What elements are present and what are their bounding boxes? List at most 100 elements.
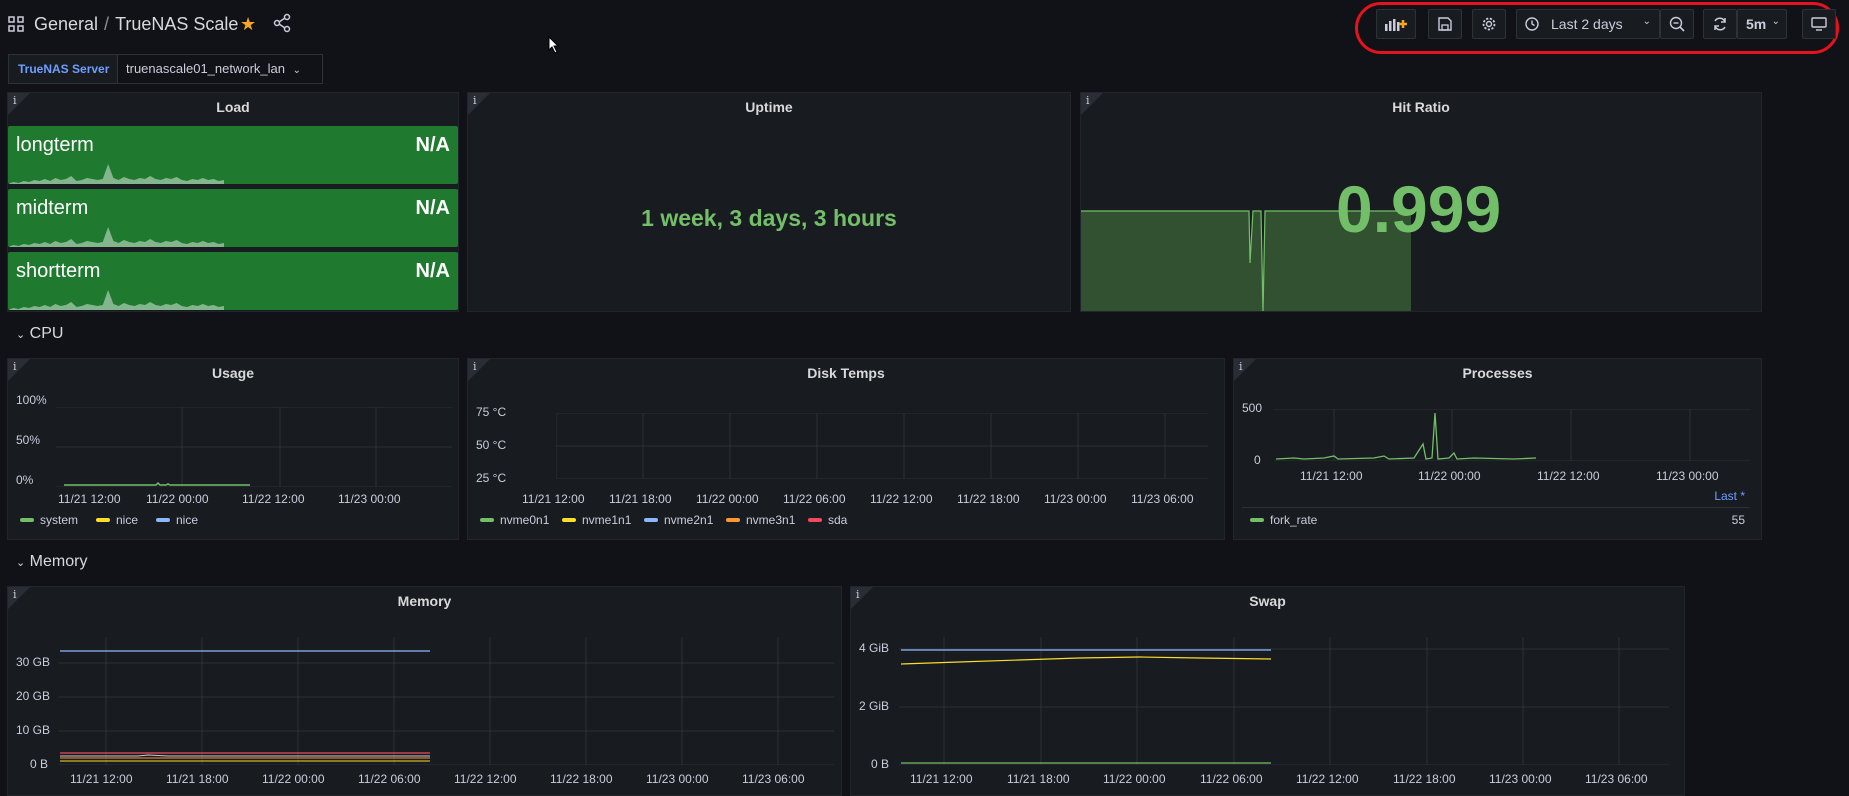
panel-title: Swap	[1249, 593, 1286, 609]
x-tick-label: 11/23 00:00	[338, 492, 401, 506]
legend-label: sda	[828, 513, 848, 527]
legend-swatch	[156, 518, 170, 522]
variable-label: TrueNAS Server	[8, 54, 120, 84]
chevron-down-icon: ⌄	[16, 557, 26, 569]
stat-midterm: midterm N/A	[8, 189, 458, 247]
panel-info-icon[interactable]: i	[8, 587, 30, 609]
y-tick-label: 25 °C	[476, 471, 507, 485]
x-tick-label: 11/22 12:00	[1296, 772, 1359, 786]
panel-info-icon[interactable]: i	[1234, 359, 1256, 381]
share-icon[interactable]	[273, 13, 291, 33]
memory-panel: i Memory 30 GB 20 GB 10 GB 0 B 11/21 12:00 11…	[7, 586, 842, 796]
star-icon[interactable]: ★	[240, 14, 257, 34]
apps-grid-icon[interactable]	[8, 16, 24, 32]
legend-item[interactable]: fork_rate	[1250, 513, 1317, 527]
section-cpu-row[interactable]: ⌄ CPU	[16, 325, 63, 343]
kiosk-mode-button[interactable]	[1802, 9, 1836, 39]
stat-name: shortterm	[16, 260, 101, 282]
sparkline-area	[8, 227, 224, 247]
swap-plot	[899, 637, 1669, 765]
panel-info-icon[interactable]: i	[468, 93, 490, 115]
y-tick-label: 0%	[16, 473, 34, 487]
legend-label: nvme2n1	[664, 513, 714, 527]
time-range-picker[interactable]: Last 2 days ⌄	[1516, 9, 1660, 39]
y-tick-label: 0 B	[30, 757, 49, 771]
panel-info-icon[interactable]: i	[851, 587, 873, 609]
legend-item[interactable]: nvme1n1	[562, 513, 631, 527]
usage-panel: i Usage 100% 50% 0% 11/21 12:00 11/22 00:00 1…	[7, 358, 459, 540]
x-tick-label: 11/21 12:00	[1300, 469, 1363, 483]
dashboard-title[interactable]: TrueNAS Scale	[115, 14, 239, 34]
x-tick-label: 11/23 06:00	[742, 772, 805, 786]
panel-info-icon[interactable]: i	[468, 359, 490, 381]
stat-name: longterm	[16, 134, 94, 156]
y-tick-label: 4 GiB	[859, 641, 890, 655]
refresh-button[interactable]	[1703, 9, 1737, 39]
legend-item[interactable]: nice	[156, 513, 198, 527]
breadcrumb-folder[interactable]: General	[34, 14, 99, 34]
panel-info-icon[interactable]: i	[1081, 93, 1103, 115]
save-dashboard-button[interactable]	[1428, 9, 1462, 39]
stat-shortterm: shortterm N/A	[8, 252, 458, 310]
x-tick-label: 11/21 12:00	[910, 772, 973, 786]
save-icon	[1438, 17, 1452, 31]
x-tick-label: 11/21 12:00	[58, 492, 121, 506]
y-tick-label: 500	[1242, 401, 1263, 415]
top-bar: General / TrueNAS Scale ★	[0, 0, 1849, 54]
legend-swatch	[96, 518, 110, 522]
legend-item[interactable]: nvme0n1	[480, 513, 549, 527]
add-panel-button[interactable]	[1376, 9, 1416, 39]
stat-value: N/A	[415, 197, 450, 219]
legend-item[interactable]: system	[20, 513, 78, 527]
legend-item[interactable]: sda	[808, 513, 847, 527]
legend-label: fork_rate	[1270, 513, 1318, 527]
legend-swatch	[480, 518, 494, 522]
x-tick-label: 11/23 00:00	[1044, 492, 1107, 506]
server-variable-select[interactable]: truenascale01_network_lan ⌄	[117, 54, 323, 84]
legend-swatch	[808, 518, 822, 522]
refresh-interval-picker[interactable]: 5m ⌄	[1737, 9, 1787, 39]
x-tick-label: 11/21 18:00	[166, 772, 229, 786]
y-tick-label: 0 B	[871, 757, 890, 771]
x-tick-label: 11/22 00:00	[146, 492, 209, 506]
chevron-down-icon: ⌄	[1771, 16, 1780, 27]
y-tick-label: 50%	[16, 433, 41, 447]
legend-swatch	[1250, 518, 1264, 522]
x-tick-label: 11/22 00:00	[1103, 772, 1166, 786]
zoom-out-button[interactable]	[1660, 9, 1694, 39]
legend-swatch	[726, 518, 740, 522]
x-tick-label: 11/22 06:00	[1200, 772, 1263, 786]
sparkline	[8, 290, 224, 310]
stat-name: midterm	[16, 197, 89, 219]
refresh-icon	[1714, 17, 1726, 31]
section-memory-row[interactable]: ⌄ Memory	[16, 553, 87, 571]
x-tick-label: 11/22 00:00	[1418, 469, 1481, 483]
panel-title: Processes	[1462, 365, 1533, 381]
y-tick-label: 75 °C	[476, 405, 507, 419]
x-tick-label: 11/22 00:00	[262, 772, 325, 786]
zoom-out-icon	[1669, 16, 1685, 32]
sparkline	[8, 164, 224, 184]
legend-item[interactable]: nvme2n1	[644, 513, 713, 527]
panel-info-icon[interactable]: i	[8, 93, 30, 115]
stat-value: N/A	[415, 260, 450, 282]
y-tick-label: 20 GB	[16, 689, 51, 703]
legend-item[interactable]: nvme3n1	[726, 513, 795, 527]
legend-item[interactable]: nice	[96, 513, 138, 527]
x-tick-label: 11/22 06:00	[358, 772, 421, 786]
y-tick-label: 100%	[16, 393, 47, 407]
highlight-annotation	[1355, 2, 1839, 54]
legend-swatch	[20, 518, 34, 522]
dashboard-settings-button[interactable]	[1472, 9, 1506, 39]
section-title: CPU	[29, 325, 64, 342]
y-tick-label: 0	[1254, 453, 1261, 467]
x-tick-label: 11/21 18:00	[1007, 772, 1070, 786]
y-tick-label: 50 °C	[476, 438, 507, 452]
panel-title: Load	[216, 99, 250, 115]
panel-info-icon[interactable]: i	[8, 359, 30, 381]
x-tick-label: 11/22 00:00	[696, 492, 759, 506]
legend-label: nice	[176, 513, 199, 527]
x-tick-label: 11/22 12:00	[1537, 469, 1600, 483]
hit-ratio-panel: i Hit Ratio 0.999	[1080, 92, 1762, 312]
x-tick-label: 11/22 12:00	[454, 772, 517, 786]
